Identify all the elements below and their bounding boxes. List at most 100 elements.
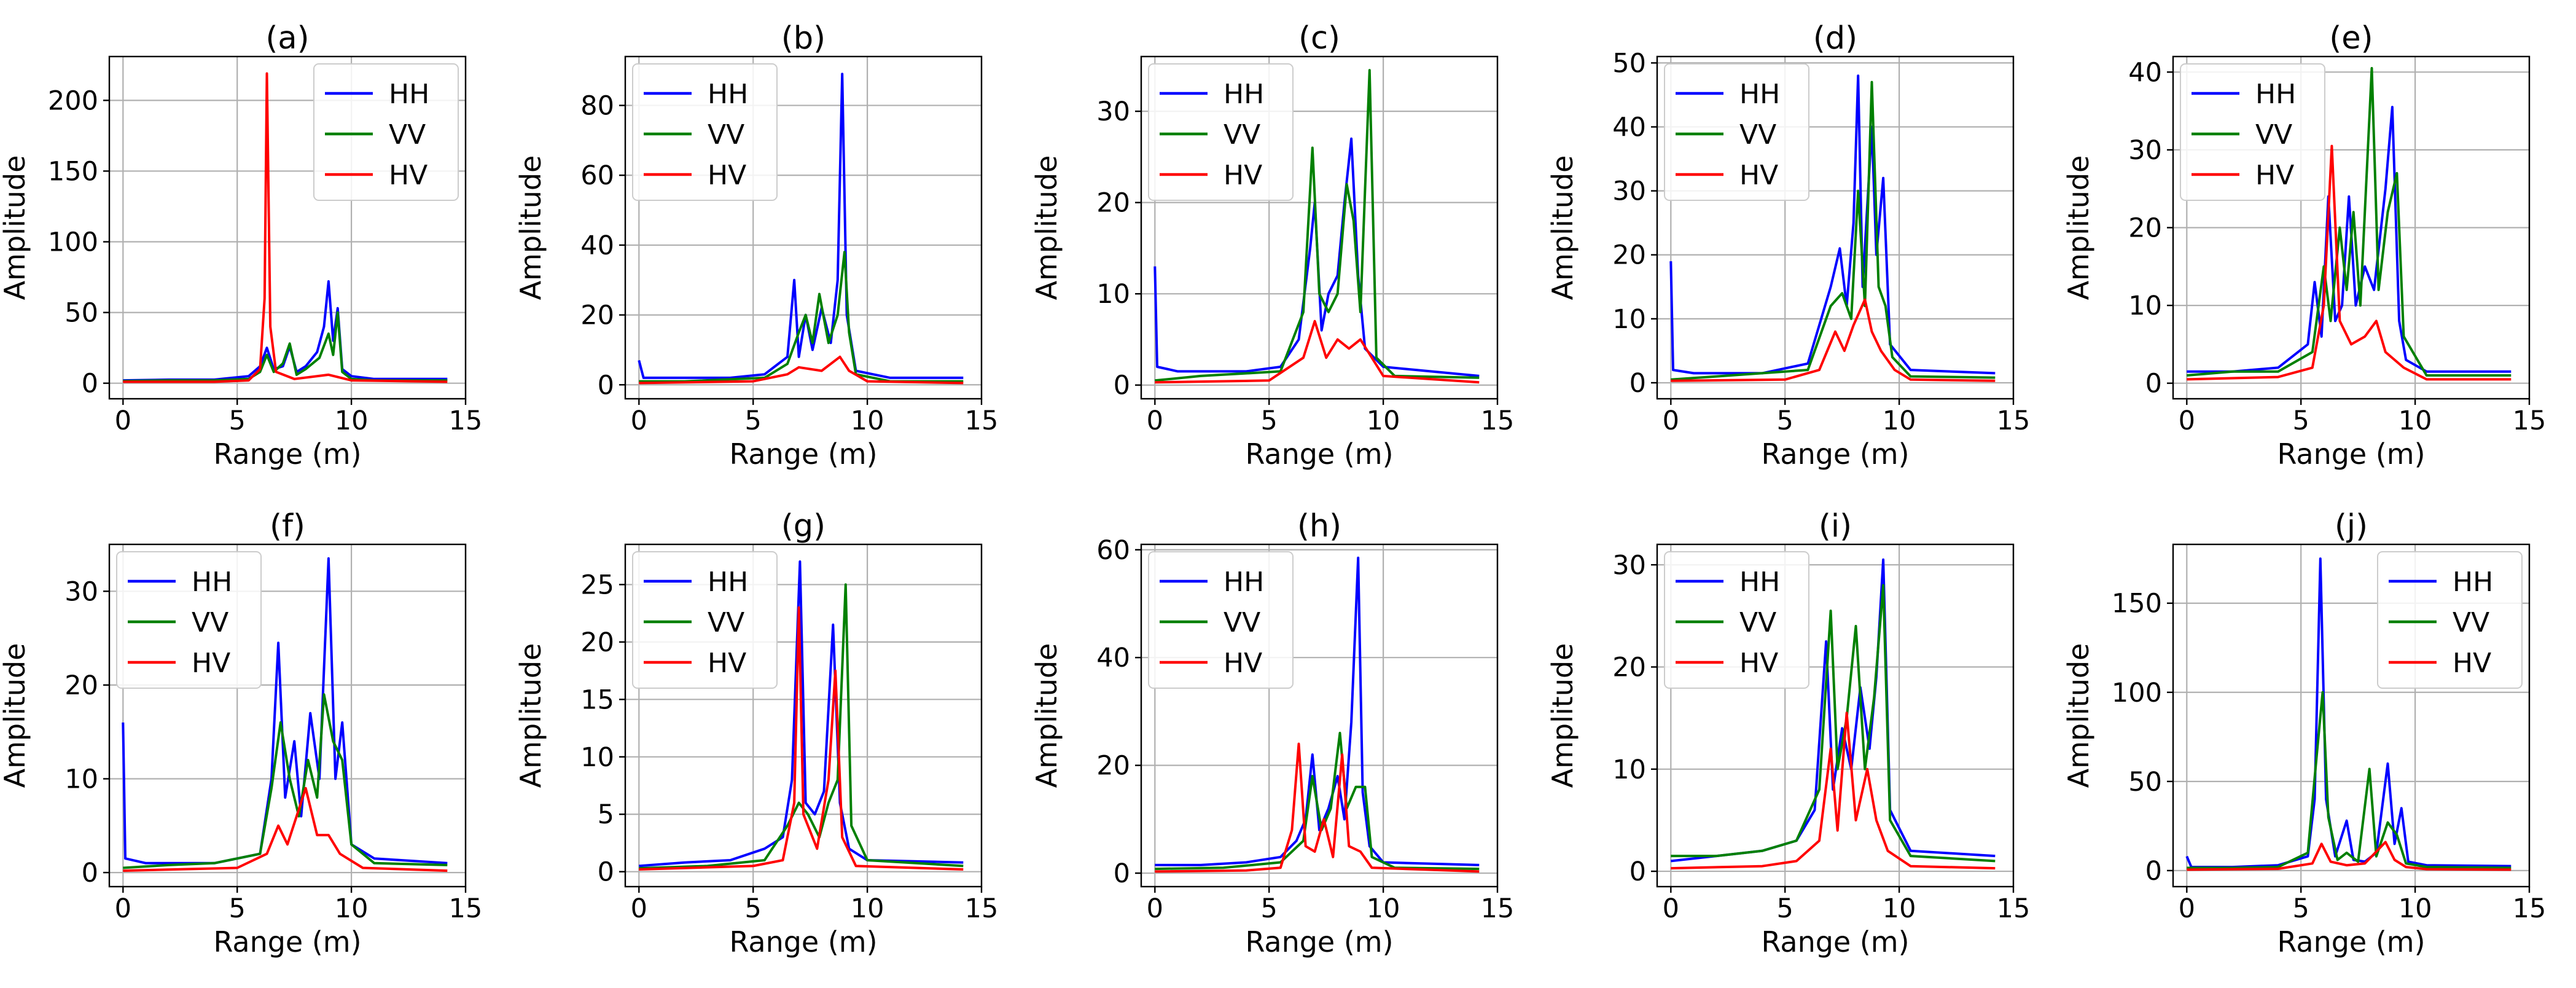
legend-label-VV: VV bbox=[1224, 119, 1260, 151]
series-line-VV bbox=[123, 693, 448, 869]
legend-label-HV: HV bbox=[2255, 160, 2294, 191]
legend-label-HV: HV bbox=[708, 648, 746, 679]
y-tick-label: 100 bbox=[48, 227, 98, 258]
axes-frame bbox=[1140, 543, 1499, 888]
y-tick-label: 0 bbox=[82, 858, 98, 888]
legend-label-HV: HV bbox=[708, 160, 746, 191]
legend-box bbox=[2180, 63, 2325, 201]
y-tick-label: 0 bbox=[82, 369, 98, 399]
y-axis-label: Amplitude bbox=[0, 643, 31, 788]
y-tick-label: 0 bbox=[598, 857, 614, 888]
x-tick-label: 10 bbox=[1367, 893, 1400, 924]
legend-label-VV: VV bbox=[192, 607, 228, 638]
series-line-HH bbox=[639, 560, 964, 868]
series-line-HV bbox=[1155, 320, 1480, 384]
axes-frame bbox=[108, 543, 467, 888]
y-tick-label: 40 bbox=[1096, 643, 1130, 673]
series-line-HV bbox=[1671, 712, 1996, 870]
legend-label-VV: VV bbox=[708, 607, 744, 638]
x-tick-label: 15 bbox=[2513, 893, 2547, 924]
x-tick-label: 5 bbox=[1777, 893, 1793, 924]
x-tick-label: 0 bbox=[1663, 893, 1679, 924]
legend-label-HH: HH bbox=[1739, 79, 1780, 110]
y-tick-label: 0 bbox=[1114, 858, 1130, 889]
subplot-title: (i) bbox=[1819, 508, 1852, 544]
x-tick-label: 0 bbox=[631, 893, 647, 924]
y-tick-label: 10 bbox=[1612, 755, 1646, 785]
axes-frame bbox=[624, 543, 983, 888]
y-tick-label: 20 bbox=[2128, 213, 2162, 244]
legend: HH VV HV bbox=[632, 551, 778, 689]
legend-label-HH: HH bbox=[1224, 567, 1264, 598]
legend: HH VV HV bbox=[2377, 551, 2523, 689]
x-tick-label: 15 bbox=[449, 893, 483, 924]
legend-label-HV: HV bbox=[1224, 160, 1262, 191]
subplot-d: 0 5 10 15 0 10 20 30 40 50 (d) Range (m) Amplitude HH… bbox=[1546, 20, 2030, 471]
x-tick-label: 0 bbox=[1663, 406, 1679, 436]
subplot-g: 0 5 10 15 0 5 10 15 20 25 (g) Range (m) Amplitude HH V… bbox=[514, 508, 998, 959]
x-tick-label: 0 bbox=[1147, 893, 1163, 924]
x-tick-label: 5 bbox=[1777, 406, 1793, 436]
series-line-VV bbox=[1155, 732, 1480, 871]
legend-label-HH: HH bbox=[2255, 79, 2296, 110]
x-axis-label: Range (m) bbox=[729, 925, 877, 959]
y-tick-label: 15 bbox=[580, 684, 614, 715]
x-tick-label: 0 bbox=[1147, 406, 1163, 436]
legend-box bbox=[1664, 551, 1809, 689]
x-tick-label: 15 bbox=[1481, 893, 1515, 924]
y-tick-label: 0 bbox=[1630, 368, 1646, 399]
y-tick-label: 20 bbox=[64, 670, 98, 701]
x-tick-label: 10 bbox=[2398, 893, 2432, 924]
y-axis-label: Amplitude bbox=[2062, 155, 2095, 300]
y-tick-label: 20 bbox=[1096, 188, 1130, 219]
y-tick-label: 20 bbox=[580, 627, 614, 658]
axes-frame bbox=[1656, 55, 2015, 400]
legend: HH VV HV bbox=[632, 63, 778, 201]
legend: HH VV HV bbox=[1148, 63, 1294, 201]
legend-label-HV: HV bbox=[1739, 160, 1778, 191]
legend-label-VV: VV bbox=[1739, 119, 1776, 151]
y-tick-label: 30 bbox=[1096, 96, 1130, 127]
series-line-HV bbox=[1155, 742, 1480, 873]
x-tick-label: 15 bbox=[1481, 406, 1515, 436]
x-tick-label: 5 bbox=[745, 893, 762, 924]
axes-frame bbox=[624, 55, 983, 400]
y-axis-label: Amplitude bbox=[514, 643, 547, 788]
y-tick-label: 20 bbox=[1612, 653, 1646, 683]
series-line-HV bbox=[2187, 841, 2512, 871]
x-tick-label: 15 bbox=[965, 406, 999, 436]
x-tick-label: 5 bbox=[1261, 406, 1278, 436]
legend-label-HH: HH bbox=[389, 79, 429, 110]
x-tick-label: 5 bbox=[2293, 406, 2309, 436]
y-tick-label: 20 bbox=[580, 300, 614, 331]
legend-box bbox=[632, 551, 778, 689]
legend: HH VV HV bbox=[1664, 551, 1809, 689]
x-tick-label: 15 bbox=[1997, 406, 2031, 436]
legend-box bbox=[632, 63, 778, 201]
y-axis-label: Amplitude bbox=[0, 155, 31, 300]
legend-label-VV: VV bbox=[1224, 607, 1260, 638]
y-tick-label: 10 bbox=[2128, 291, 2162, 321]
legend-label-HV: HV bbox=[1739, 648, 1778, 679]
axes-frame bbox=[1656, 543, 2015, 888]
y-tick-label: 5 bbox=[598, 799, 614, 830]
series-line-HH bbox=[2187, 106, 2512, 373]
series-line-VV bbox=[2187, 67, 2512, 377]
legend-box bbox=[116, 551, 262, 689]
y-axis-label: Amplitude bbox=[1546, 155, 1579, 300]
y-tick-label: 40 bbox=[2128, 57, 2162, 88]
legend: HH VV HV bbox=[1664, 63, 1809, 201]
x-axis-label: Range (m) bbox=[1245, 437, 1393, 471]
x-axis-label: Range (m) bbox=[1761, 437, 1909, 471]
legend-box bbox=[2377, 551, 2523, 689]
legend-label-VV: VV bbox=[1739, 607, 1776, 638]
x-axis-label: Range (m) bbox=[2277, 437, 2425, 471]
x-axis-label: Range (m) bbox=[2277, 925, 2425, 959]
subplot-title: (b) bbox=[781, 20, 825, 57]
x-tick-label: 15 bbox=[449, 406, 483, 436]
series-line-VV bbox=[123, 311, 448, 383]
subplot-e: 0 5 10 15 0 10 20 30 40 (e) Range (m) Amplitude HH VV… bbox=[2062, 20, 2546, 471]
x-tick-label: 5 bbox=[745, 406, 762, 436]
legend: HH VV HV bbox=[313, 63, 459, 201]
